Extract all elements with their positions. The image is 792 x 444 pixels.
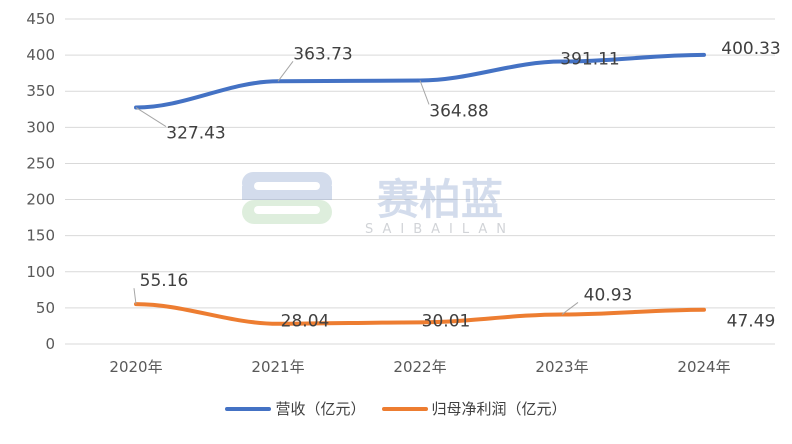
watermark-text: 赛柏蓝 [377, 175, 503, 224]
y-tick-label: 350 [26, 82, 55, 100]
data-label: 327.43 [166, 124, 225, 144]
legend-label-net-profit: 归母净利润（亿元） [431, 400, 567, 418]
data-label: 40.93 [584, 285, 633, 305]
series-line-1 [134, 302, 706, 326]
leader-line [419, 80, 430, 105]
y-tick-label: 450 [26, 10, 55, 28]
leader-line [135, 107, 167, 127]
data-label: 47.49 [727, 312, 776, 332]
legend-label-revenue: 营收（亿元） [275, 400, 366, 418]
y-tick-label: 100 [26, 263, 55, 281]
y-axis-ticks: 0 50 100 150 200 250 300 350 400 450 [26, 10, 55, 353]
x-tick-label: 2020年 [109, 358, 162, 376]
leader-line [561, 302, 579, 315]
y-tick-label: 400 [26, 46, 55, 64]
leader-line [133, 288, 137, 305]
x-axis-ticks: 2020年 2021年 2022年 2023年 2024年 [109, 358, 730, 376]
leader-line [277, 61, 294, 82]
data-label: 28.04 [281, 312, 330, 332]
data-label: 363.73 [293, 44, 352, 64]
y-tick-label: 50 [36, 299, 55, 317]
legend-item-net-profit: 归母净利润（亿元） [381, 398, 567, 419]
legend-swatch-revenue [225, 406, 272, 411]
x-tick-label: 2021年 [251, 358, 304, 376]
data-label: 30.01 [422, 311, 471, 331]
watermark-subtext: SAIBAILAN [365, 222, 515, 237]
y-tick-label: 150 [26, 227, 55, 245]
legend-item-revenue: 营收（亿元） [225, 398, 366, 419]
data-label: 364.88 [429, 101, 488, 121]
y-tick-label: 300 [26, 118, 55, 136]
watermark-logo: 赛柏蓝 SAIBAILAN [242, 172, 515, 237]
data-label: 391.11 [560, 50, 619, 70]
legend: 营收（亿元） 归母净利润（亿元） [0, 398, 792, 419]
y-tick-label: 0 [45, 335, 55, 353]
x-tick-label: 2024年 [677, 358, 730, 376]
x-tick-label: 2022年 [393, 358, 446, 376]
x-tick-label: 2023年 [535, 358, 588, 376]
data-label: 400.33 [721, 39, 780, 59]
data-label: 55.16 [140, 271, 189, 291]
y-tick-label: 250 [26, 154, 55, 172]
data-labels: 327.43 363.73 364.88 391.11 400.33 55.16 28.04… [133, 39, 781, 332]
y-tick-label: 200 [26, 191, 55, 209]
legend-swatch-net-profit [381, 406, 428, 411]
